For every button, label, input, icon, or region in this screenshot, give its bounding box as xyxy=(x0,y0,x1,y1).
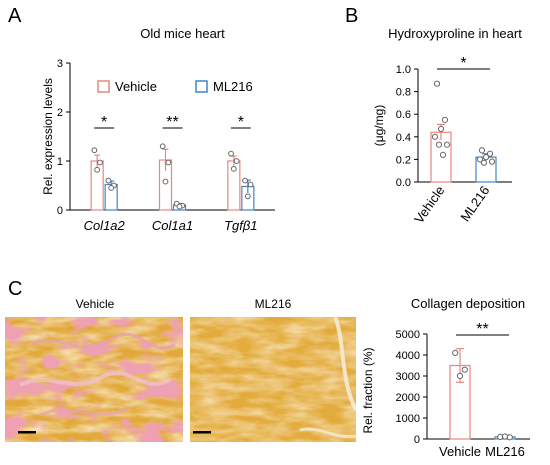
panel-c-ytick-label: 0 xyxy=(414,434,420,446)
panel-c-category-label: Vehicle xyxy=(439,444,481,459)
panel-a-title: Old mice heart xyxy=(140,26,225,41)
vehicle-scale-bar xyxy=(18,431,36,434)
panel-a-sig-marker: ** xyxy=(166,114,178,131)
panel-c-data-point xyxy=(501,433,509,440)
vehicle-histology-image xyxy=(5,317,183,442)
panel-c-title: Collagen deposition xyxy=(411,296,525,311)
panel-b-ytick-label: 1.0 xyxy=(396,64,411,76)
ml216-scale-bar xyxy=(193,431,211,434)
panel-b-ytick-label: 0.0 xyxy=(396,177,411,189)
panel-b-title: Hydroxyproline in heart xyxy=(388,26,522,41)
panel-b-data-point xyxy=(486,150,494,157)
panel-a-sig-marker: * xyxy=(238,114,244,131)
panel-c-ylabel: Rel. fraction (%) xyxy=(361,347,375,433)
ml216-histology-image xyxy=(190,317,356,442)
panel-b-data-point xyxy=(482,154,490,161)
panel-a-data-point xyxy=(242,177,248,184)
panel-a-category-label: Col1a1 xyxy=(152,218,193,233)
panel-a-data-point xyxy=(230,165,237,172)
panel-b-chart: Hydroxyproline in heart 0.0 0.2 0.4 0.6 0.8 1.… xyxy=(372,26,522,226)
panel-a-data-point xyxy=(159,143,166,150)
vehicle-image-label: Vehicle xyxy=(76,297,115,311)
panel-b-ytick-label: 0.4 xyxy=(396,132,411,144)
panel-c-ytick-label: 5000 xyxy=(396,329,420,341)
legend-label-ml216: ML216 xyxy=(213,79,253,94)
panel-b-data-point xyxy=(435,141,443,148)
panel-b-data-point xyxy=(433,80,441,87)
panel-a-ytick-label: 3 xyxy=(57,58,63,70)
panel-b-data-point xyxy=(480,159,488,166)
panel-a-category-label: Col1a2 xyxy=(84,218,126,233)
legend-label-vehicle: Vehicle xyxy=(115,79,157,94)
panel-c-ytick-label: 2000 xyxy=(396,392,420,404)
panel-b-data-point xyxy=(431,133,439,140)
panel-b-data-point xyxy=(437,125,445,132)
panel-a-category-label: Tgfβ1 xyxy=(224,218,257,233)
panel-a-ylabel: Rel. expression levels xyxy=(41,78,55,195)
legend-swatch-ml216 xyxy=(195,80,208,93)
panel-b-data-point xyxy=(439,151,447,158)
panel-a-data-point xyxy=(247,181,254,188)
panel-a-data-point xyxy=(233,158,240,164)
panel-a-data-point xyxy=(228,150,234,157)
panel-a-sig-marker: * xyxy=(101,114,107,131)
panel-letter-c: C xyxy=(8,278,22,300)
panel-b-category-label: ML216 xyxy=(457,183,492,224)
panel-letter-a: A xyxy=(8,5,22,27)
panel-b-data-point xyxy=(443,141,451,148)
panel-b-ylabel: (μg/mg) xyxy=(372,105,386,147)
panel-a-data-point xyxy=(91,147,98,154)
panel-a-data-point xyxy=(165,159,172,166)
panel-a-data-point xyxy=(244,193,251,200)
panel-c-ytick-label: 1000 xyxy=(396,413,420,425)
panel-b-data-point xyxy=(478,147,486,154)
panel-a-data-point xyxy=(176,203,183,210)
panel-c-ytick-label: 4000 xyxy=(396,350,420,362)
panel-a-ytick-label: 2 xyxy=(57,107,63,119)
panel-c-sig-marker: ** xyxy=(476,321,488,338)
panel-b-sig-marker: * xyxy=(460,55,466,72)
panel-a-ytick-label: 1 xyxy=(57,156,63,168)
panel-c-data-point xyxy=(461,366,468,373)
panel-a-data-point xyxy=(162,178,169,185)
panel-b-category-label: Vehicle xyxy=(411,183,447,226)
panel-a-data-point xyxy=(94,166,101,173)
panel-c-category-label: ML216 xyxy=(485,444,525,459)
panel-b-data-point xyxy=(476,156,484,163)
legend-swatch-vehicle xyxy=(97,80,110,93)
panel-a-data-point xyxy=(97,159,103,166)
panel-a-data-point xyxy=(108,185,115,191)
panel-b-ytick-label: 0.6 xyxy=(396,109,411,121)
panel-c-chart: Collagen deposition 0 1000 2000 3000 4000 5000… xyxy=(361,296,530,459)
ml216-image-label: ML216 xyxy=(255,297,292,311)
panel-b-ytick-label: 0.2 xyxy=(396,154,411,166)
panel-a-data-point xyxy=(105,177,112,184)
panel-letter-b: B xyxy=(345,5,358,27)
panel-a-ytick-label: 0 xyxy=(57,205,63,217)
panel-b-ytick-label: 0.8 xyxy=(396,87,411,99)
panel-b-data-point xyxy=(441,116,449,123)
panel-c-data-point xyxy=(456,372,464,380)
panel-c-ytick-label: 3000 xyxy=(396,371,420,383)
panel-c-data-point xyxy=(452,349,459,356)
panel-b-data-point xyxy=(488,158,496,165)
